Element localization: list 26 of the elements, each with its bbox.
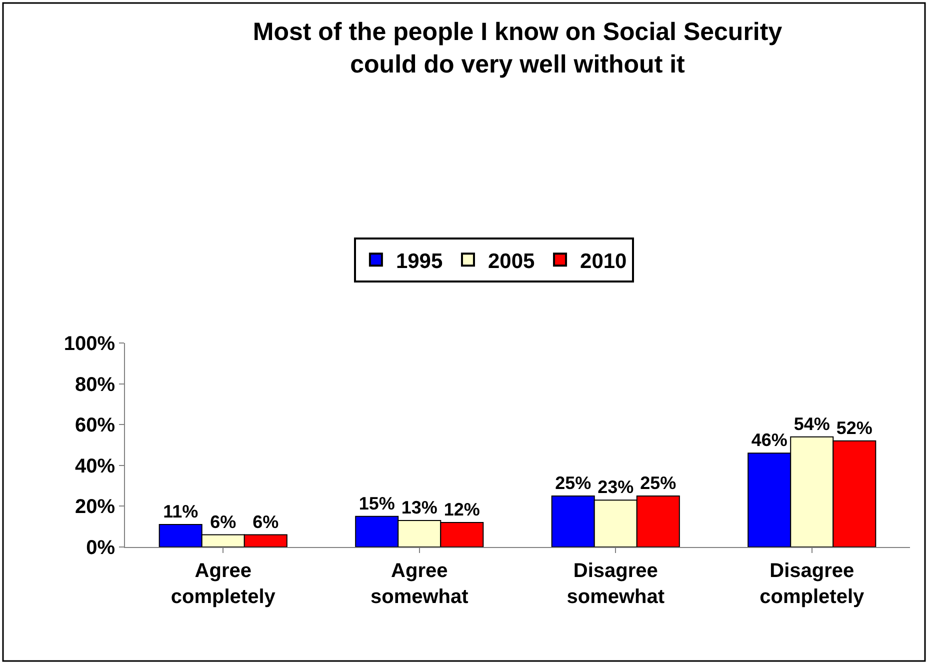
data-label: 11% bbox=[163, 502, 198, 522]
data-label: 15% bbox=[358, 493, 395, 514]
y-tick-label: 0% bbox=[86, 537, 116, 559]
data-label: 52% bbox=[836, 418, 872, 438]
x-tick-label: Disagree completely bbox=[760, 560, 865, 608]
data-label: 25% bbox=[640, 473, 676, 493]
data-label: 6% bbox=[210, 512, 236, 532]
x-tick-label: Disagree somewhat bbox=[566, 560, 665, 608]
x-tick-label: Agree completely bbox=[170, 560, 276, 608]
data-label: 12% bbox=[444, 500, 480, 520]
data-label: 6% bbox=[252, 512, 279, 532]
y-tick-label: 20% bbox=[74, 496, 116, 518]
data-label: 46% bbox=[751, 430, 788, 450]
x-tick-label: Agree somewhat bbox=[370, 560, 469, 608]
data-label: 25% bbox=[555, 473, 592, 493]
legend-label: 2005 bbox=[488, 250, 536, 273]
data-label: 23% bbox=[598, 477, 634, 498]
y-tick-label: 60% bbox=[74, 414, 116, 437]
chart-title: Most of the people I know on Social Security could do very well without it bbox=[252, 18, 782, 78]
legend-label: 1995 bbox=[396, 250, 443, 273]
y-tick-label: 80% bbox=[74, 374, 116, 396]
legend-label: 2010 bbox=[580, 250, 627, 273]
y-tick-label: 100% bbox=[64, 333, 116, 355]
data-label: 13% bbox=[401, 497, 438, 518]
data-label: 54% bbox=[794, 414, 830, 434]
y-tick-label: 40% bbox=[74, 455, 116, 478]
